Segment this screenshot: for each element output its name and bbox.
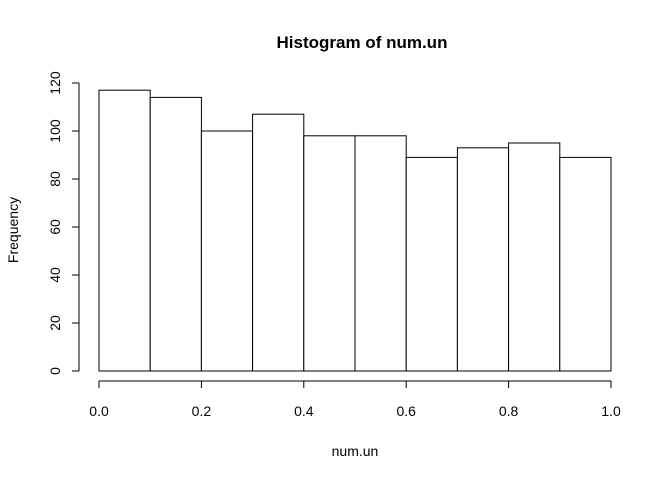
y-tick-label-0: 0 — [47, 367, 63, 375]
chart-title: Histogram of num.un — [277, 33, 448, 52]
histogram-bar-7 — [456, 147, 510, 372]
histogram-bar-2 — [200, 130, 254, 372]
x-tick-label-2: 0.4 — [294, 403, 314, 419]
y-tick-label-2: 40 — [47, 267, 63, 283]
histogram-bar-5 — [354, 135, 407, 372]
x-axis: 0.0 0.2 0.4 0.6 0.8 1.0 — [89, 380, 621, 419]
x-axis-label: num.un — [332, 443, 379, 459]
histogram-bar-1 — [149, 96, 202, 372]
x-tick-label-4: 0.8 — [499, 403, 519, 419]
y-tick-label-4: 80 — [47, 171, 63, 187]
histogram-bar-3 — [252, 113, 305, 372]
y-tick-label-3: 60 — [47, 219, 63, 235]
histogram-bar-0 — [98, 89, 151, 372]
histogram-bar-9 — [559, 156, 612, 372]
x-tick-label-5: 1.0 — [601, 403, 621, 419]
x-tick-label-3: 0.6 — [396, 403, 416, 419]
y-tick-label-5: 100 — [47, 119, 63, 143]
x-tick-label-1: 0.2 — [192, 403, 212, 419]
y-axis: 0 20 40 60 80 100 120 — [47, 71, 80, 375]
histogram-bar-8 — [508, 142, 561, 372]
bars-group — [98, 89, 612, 372]
y-axis-label: Frequency — [5, 197, 21, 263]
y-tick-label-6: 120 — [47, 71, 63, 95]
histogram-bar-4 — [303, 135, 356, 372]
y-tick-label-1: 20 — [47, 315, 63, 331]
x-tick-label-0: 0.0 — [89, 403, 109, 419]
histogram-bar-6 — [405, 156, 458, 372]
